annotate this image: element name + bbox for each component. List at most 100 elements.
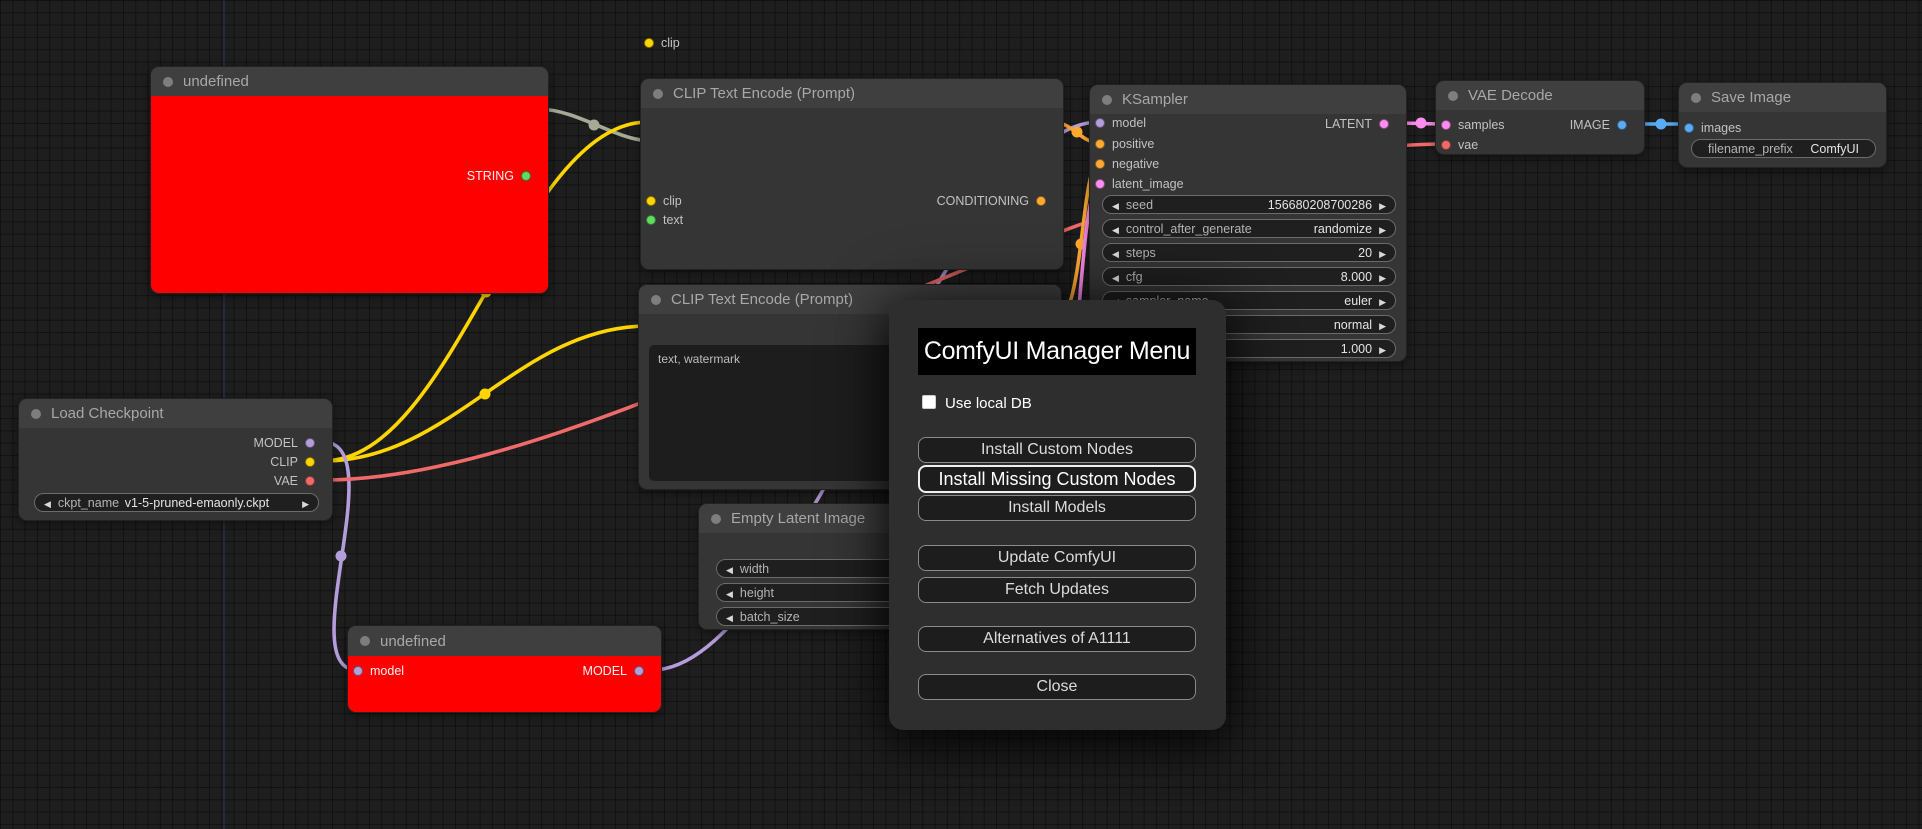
output-port-model[interactable] (305, 438, 315, 448)
error-node-body (348, 656, 661, 712)
increment-arrow-icon[interactable] (295, 496, 318, 510)
install-models-button[interactable]: Install Models (918, 495, 1196, 521)
decrement-arrow-icon[interactable] (717, 586, 740, 600)
wire-dot-model-a (335, 550, 347, 562)
node-status-dot-icon (1448, 90, 1458, 101)
input-port-clip[interactable] (646, 196, 656, 206)
input-row-images: images (1679, 120, 1886, 136)
node-load-checkpoint[interactable]: Load Checkpoint MODEL CLIP VAE ckpt_name… (18, 398, 333, 521)
node-title-bar[interactable]: undefined (151, 67, 548, 96)
alternatives-of-a1111-button[interactable]: Alternatives of A1111 (918, 626, 1196, 652)
install-missing-custom-nodes-button[interactable]: Install Missing Custom Nodes (918, 465, 1196, 493)
input-port-clip[interactable] (644, 38, 654, 48)
node-title-bar[interactable]: VAE Decode (1436, 81, 1644, 110)
node-title: Empty Latent Image (731, 510, 866, 527)
node-title-bar[interactable]: Save Image (1679, 83, 1886, 112)
dialog-title: ComfyUI Manager Menu (918, 328, 1196, 375)
output-row-image: IMAGE (1436, 117, 1632, 133)
widget-control-after-generate[interactable]: control_after_generate randomize (1102, 219, 1396, 238)
output-row-clip: CLIP (19, 454, 320, 470)
widget-cfg[interactable]: cfg 8.000 (1102, 267, 1396, 286)
node-title: undefined (183, 73, 249, 90)
decrement-arrow-icon[interactable] (717, 610, 740, 624)
output-port-vae[interactable] (305, 476, 315, 486)
input-row-vae: vae (1436, 137, 1644, 153)
node-clip-text-encode-1[interactable]: CLIP Text Encode (Prompt) clip text COND… (640, 78, 1064, 270)
widget-ckpt-name[interactable]: ckpt_name v1-5-pruned-emaonly.ckpt (34, 493, 319, 512)
node-title-bar[interactable]: CLIP Text Encode (Prompt) (641, 79, 1063, 108)
node-status-dot-icon (711, 513, 721, 524)
wire-dot-clip-negative (479, 388, 491, 400)
node-vae-decode[interactable]: VAE Decode samples vae IMAGE (1435, 80, 1645, 155)
input-port-vae[interactable] (1441, 140, 1451, 150)
input-row-model: model (1090, 115, 1406, 131)
node-title: VAE Decode (1468, 87, 1553, 104)
input-row-negative: negative (1090, 156, 1406, 172)
decrement-arrow-icon[interactable] (35, 496, 58, 510)
node-title-bar[interactable]: undefined (348, 626, 661, 656)
input-port-samples[interactable] (1441, 120, 1451, 130)
increment-arrow-icon[interactable] (1372, 246, 1395, 260)
close-button[interactable]: Close (918, 674, 1196, 700)
input-port-negative[interactable] (1095, 159, 1105, 169)
node-title: KSampler (1122, 91, 1188, 108)
node-title: CLIP Text Encode (Prompt) (671, 291, 854, 308)
node-title: Load Checkpoint (51, 405, 164, 422)
wire-dot-string (588, 119, 600, 131)
node-title: Save Image (1711, 89, 1792, 106)
increment-arrow-icon[interactable] (1372, 270, 1395, 284)
decrement-arrow-icon[interactable] (1103, 222, 1126, 236)
output-port-latent[interactable] (1379, 119, 1389, 129)
input-row-clip: clip (639, 35, 1061, 51)
update-comfyui-button[interactable]: Update ComfyUI (918, 545, 1196, 571)
input-port-text[interactable] (646, 215, 656, 225)
output-row-string: STRING (151, 168, 536, 184)
decrement-arrow-icon[interactable] (1103, 270, 1126, 284)
node-title-bar[interactable]: CLIP Text Encode (Prompt) (639, 285, 1061, 314)
wire-dot-cond-a (1071, 126, 1083, 138)
input-port-model[interactable] (1095, 118, 1105, 128)
input-port-images[interactable] (1684, 123, 1694, 133)
increment-arrow-icon[interactable] (1372, 222, 1395, 236)
output-port-string[interactable] (521, 171, 531, 181)
output-port-conditioning[interactable] (1036, 196, 1046, 206)
error-node-body (151, 96, 548, 293)
output-port-clip[interactable] (305, 457, 315, 467)
widget-filename-prefix[interactable]: filename_prefix ComfyUI (1691, 139, 1876, 158)
increment-arrow-icon[interactable] (1372, 318, 1395, 332)
use-local-db-label: Use local DB (945, 395, 1032, 412)
output-port-model[interactable] (634, 666, 644, 676)
input-port-positive[interactable] (1095, 139, 1105, 149)
output-port-image[interactable] (1617, 120, 1627, 130)
output-row-vae: VAE (19, 473, 320, 489)
install-custom-nodes-button[interactable]: Install Custom Nodes (918, 437, 1196, 463)
use-local-db-checkbox[interactable] (922, 395, 936, 409)
node-status-dot-icon (651, 294, 661, 305)
wire-dot-image (1655, 118, 1667, 130)
node-status-dot-icon (163, 76, 173, 87)
node-title-bar[interactable]: Load Checkpoint (19, 399, 332, 428)
widget-seed[interactable]: seed 156680208700286 (1102, 195, 1396, 214)
fetch-updates-button[interactable]: Fetch Updates (918, 577, 1196, 603)
input-port-latent-image[interactable] (1095, 179, 1105, 189)
input-row-model: model (348, 663, 661, 679)
widget-steps[interactable]: steps 20 (1102, 243, 1396, 262)
increment-arrow-icon[interactable] (1372, 342, 1395, 356)
node-status-dot-icon (360, 636, 370, 646)
node-title: undefined (380, 632, 446, 650)
input-port-model[interactable] (353, 666, 363, 676)
node-title: CLIP Text Encode (Prompt) (673, 85, 856, 102)
node-title-bar[interactable]: KSampler (1090, 85, 1406, 114)
node-undefined-top[interactable]: undefined STRING (150, 66, 549, 294)
node-save-image[interactable]: Save Image images filename_prefix ComfyU… (1678, 82, 1887, 168)
decrement-arrow-icon[interactable] (1103, 198, 1126, 212)
decrement-arrow-icon[interactable] (717, 562, 740, 576)
increment-arrow-icon[interactable] (1372, 294, 1395, 308)
increment-arrow-icon[interactable] (1372, 198, 1395, 212)
decrement-arrow-icon[interactable] (1103, 246, 1126, 260)
wire-dot-latent (1415, 117, 1427, 129)
node-undefined-bottom[interactable]: undefined model MODEL (347, 625, 662, 713)
output-row-conditioning: CONDITIONING (641, 193, 1051, 209)
output-row-latent: LATENT (1090, 116, 1394, 132)
